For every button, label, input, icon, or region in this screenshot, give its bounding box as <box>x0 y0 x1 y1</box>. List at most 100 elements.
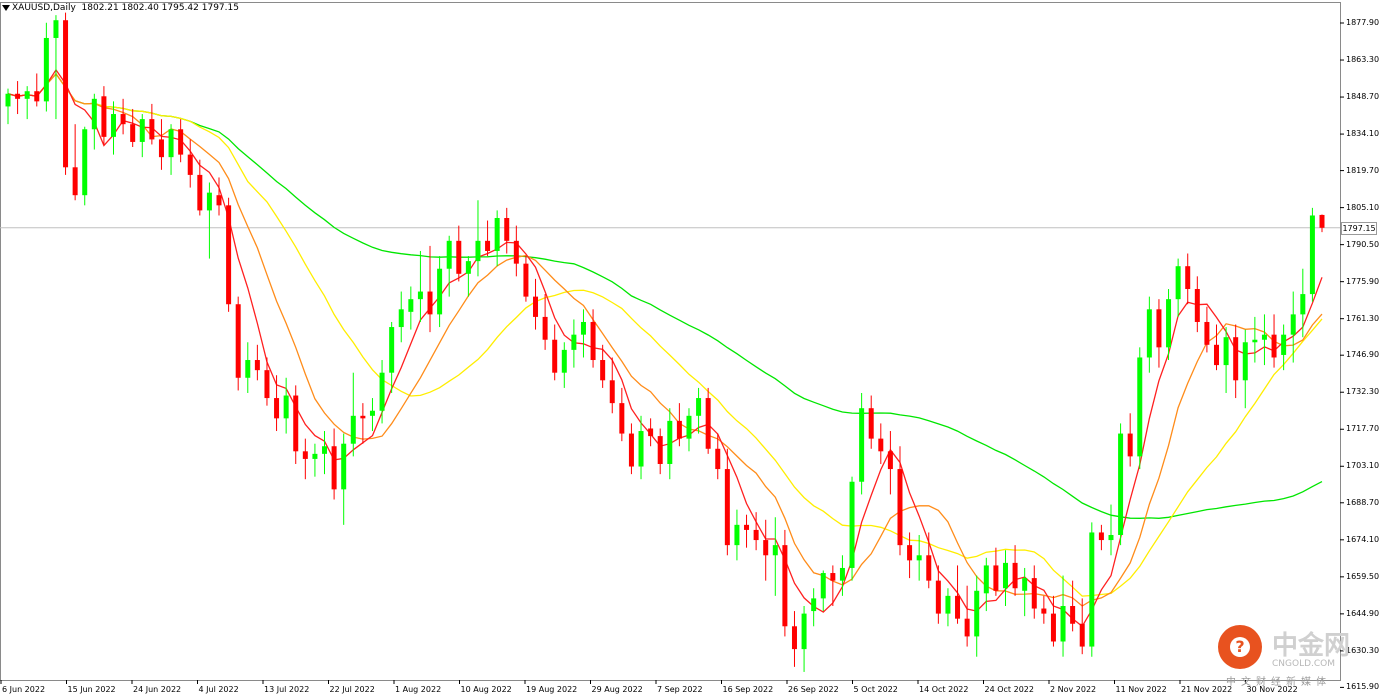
candle-up <box>974 590 980 637</box>
candle-down <box>101 96 107 137</box>
watermark: ? 中金网 CNGOLD.COM 中文财经新媒体 <box>1218 625 1368 688</box>
ohlc-readout: 1802.21 1802.40 1795.42 1797.15 <box>81 3 239 13</box>
candle-down <box>648 428 654 437</box>
candle-down <box>830 573 836 581</box>
candle-down <box>628 433 634 467</box>
watermark-domain: CNGOLD.COM <box>1272 659 1336 669</box>
y-tick-label: 1790.50 <box>1346 239 1379 249</box>
candle-up <box>1137 357 1143 457</box>
candle-up <box>916 555 922 561</box>
dropdown-triangle-icon[interactable] <box>2 4 10 11</box>
candle-down <box>178 129 184 155</box>
y-tick-label: 1834.10 <box>1346 129 1379 139</box>
candle-down <box>1031 578 1037 609</box>
x-tick-label: 26 Sep 2022 <box>788 685 839 694</box>
x-tick-label: 7 Sep 2022 <box>657 685 703 694</box>
candle-down <box>782 545 788 627</box>
x-tick-label: 30 Nov 2022 <box>1246 685 1298 694</box>
candle-down <box>552 339 558 373</box>
candle-up <box>389 327 395 373</box>
candle-down <box>485 240 491 251</box>
candle-up <box>734 524 740 546</box>
candle-up <box>1166 299 1172 348</box>
candle-down <box>274 398 280 419</box>
candle-up <box>1261 334 1267 340</box>
candle-up <box>1118 433 1124 535</box>
candle-up <box>43 37 49 102</box>
candle-down <box>216 195 222 206</box>
candle-up <box>369 410 375 416</box>
candle-up <box>839 567 845 581</box>
x-tick-label: 24 Jun 2022 <box>133 685 182 694</box>
y-tick-label: 1615.90 <box>1346 682 1379 692</box>
candle-up <box>494 218 500 251</box>
candle-up <box>801 613 807 650</box>
candle-down <box>149 119 155 140</box>
candle-down <box>542 316 548 340</box>
candle-down <box>1185 266 1191 290</box>
candle-down <box>1319 214 1325 228</box>
candle-up <box>945 595 951 614</box>
candle-down <box>1194 289 1200 322</box>
candle-down <box>715 448 721 470</box>
candle-up <box>667 420 673 464</box>
candle-up <box>571 334 577 350</box>
candle-up <box>24 91 30 99</box>
candle-down <box>705 398 711 449</box>
candle-up <box>312 453 318 459</box>
y-tick-label: 1805.10 <box>1346 202 1379 212</box>
candle-down <box>1050 613 1056 642</box>
candle-up <box>1300 294 1306 315</box>
candle-down <box>34 91 40 102</box>
candle-down <box>791 626 797 650</box>
x-tick-label: 10 Aug 2022 <box>460 685 512 694</box>
candle-up <box>1309 215 1315 295</box>
candle-up <box>772 545 778 556</box>
candle-down <box>302 451 308 459</box>
candle-up <box>1223 337 1229 366</box>
candle-down <box>187 154 193 175</box>
candle-down <box>1070 605 1076 624</box>
candle-up <box>379 372 385 411</box>
candle-up <box>1146 309 1152 358</box>
candle-up <box>1002 562 1008 589</box>
candle-down <box>63 20 69 168</box>
ma-red-line <box>7 68 1323 628</box>
candle-down <box>254 360 260 371</box>
candle-down <box>763 540 769 556</box>
candle-up <box>1290 314 1296 335</box>
plot-frame <box>0 2 1341 681</box>
candle-down <box>360 415 366 419</box>
candle-up <box>111 114 117 137</box>
candle-up <box>91 98 97 130</box>
candle-down <box>331 446 337 490</box>
candle-up <box>5 93 11 107</box>
watermark-name: 中金网 <box>1272 631 1351 661</box>
candle-down <box>926 555 932 581</box>
ma-green-line <box>7 72 1323 519</box>
x-tick-label: 4 Jul 2022 <box>198 685 239 694</box>
candle-up <box>983 565 989 594</box>
candle-up <box>341 443 347 490</box>
ma-yellow-line <box>7 72 1323 597</box>
candle-up <box>1060 605 1066 642</box>
candle-down <box>1204 321 1210 345</box>
candle-down <box>609 380 615 404</box>
candle-down <box>197 174 203 211</box>
candle-up <box>350 415 356 444</box>
y-tick-label: 1848.70 <box>1346 92 1379 102</box>
candle-down <box>887 451 893 470</box>
candle-down <box>235 304 241 378</box>
candle-up <box>283 395 289 419</box>
candle-up <box>1108 534 1114 541</box>
x-tick-label: 11 Nov 2022 <box>1115 685 1167 694</box>
candle-up <box>168 129 174 158</box>
candle-down <box>1233 337 1239 381</box>
chart-header: XAUUSD,Daily 1802.21 1802.40 1795.42 179… <box>2 3 239 13</box>
candle-down <box>523 263 529 297</box>
current-price-tag: 1797.15 <box>1341 221 1377 235</box>
candle-up <box>245 360 251 378</box>
candle-down <box>878 438 884 452</box>
candle-up <box>1089 532 1095 647</box>
